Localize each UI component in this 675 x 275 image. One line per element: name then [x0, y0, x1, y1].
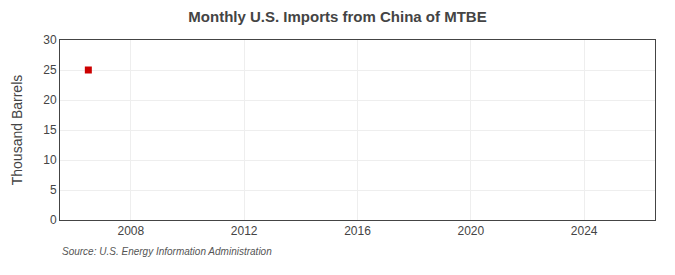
- svg-text:2020: 2020: [457, 224, 484, 238]
- svg-text:0: 0: [50, 213, 57, 227]
- svg-text:25: 25: [43, 63, 57, 77]
- svg-text:2008: 2008: [117, 224, 144, 238]
- svg-text:15: 15: [43, 123, 57, 137]
- svg-text:30: 30: [43, 33, 57, 47]
- svg-text:20: 20: [43, 93, 57, 107]
- svg-text:10: 10: [43, 153, 57, 167]
- svg-text:Thousand Barrels: Thousand Barrels: [9, 75, 25, 186]
- svg-text:2016: 2016: [344, 224, 371, 238]
- svg-text:Monthly U.S. Imports from Chin: Monthly U.S. Imports from China of MTBE: [188, 8, 486, 25]
- svg-text:2024: 2024: [571, 224, 598, 238]
- svg-text:5: 5: [50, 183, 57, 197]
- svg-text:Source: U.S. Energy Informatio: Source: U.S. Energy Information Administ…: [62, 246, 272, 257]
- svg-text:2012: 2012: [231, 224, 258, 238]
